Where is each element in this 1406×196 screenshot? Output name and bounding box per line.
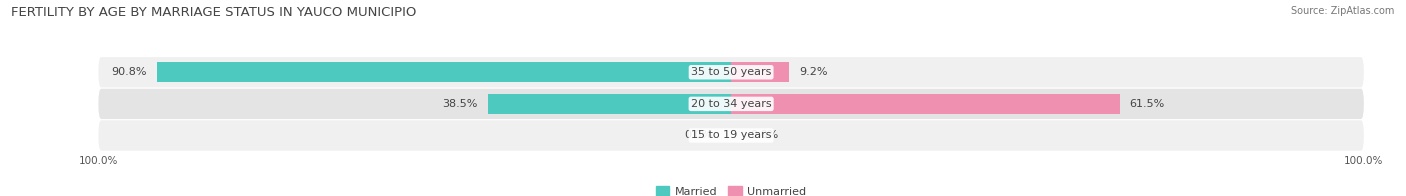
Bar — [156, 63, 731, 82]
Text: 9.2%: 9.2% — [799, 67, 827, 77]
Bar — [731, 94, 1121, 114]
Text: 38.5%: 38.5% — [443, 99, 478, 109]
Text: 0.0%: 0.0% — [751, 131, 779, 141]
Text: 20 to 34 years: 20 to 34 years — [690, 99, 772, 109]
Text: FERTILITY BY AGE BY MARRIAGE STATUS IN YAUCO MUNICIPIO: FERTILITY BY AGE BY MARRIAGE STATUS IN Y… — [11, 6, 416, 19]
Bar — [488, 94, 731, 114]
Text: 90.8%: 90.8% — [111, 67, 148, 77]
Text: Source: ZipAtlas.com: Source: ZipAtlas.com — [1291, 6, 1395, 16]
Text: 0.0%: 0.0% — [683, 131, 711, 141]
FancyBboxPatch shape — [98, 120, 1364, 151]
Bar — [731, 63, 789, 82]
FancyBboxPatch shape — [98, 89, 1364, 119]
Legend: Married, Unmarried: Married, Unmarried — [651, 182, 811, 196]
Text: 35 to 50 years: 35 to 50 years — [690, 67, 772, 77]
FancyBboxPatch shape — [98, 57, 1364, 87]
Text: 15 to 19 years: 15 to 19 years — [690, 131, 772, 141]
Text: 61.5%: 61.5% — [1129, 99, 1166, 109]
